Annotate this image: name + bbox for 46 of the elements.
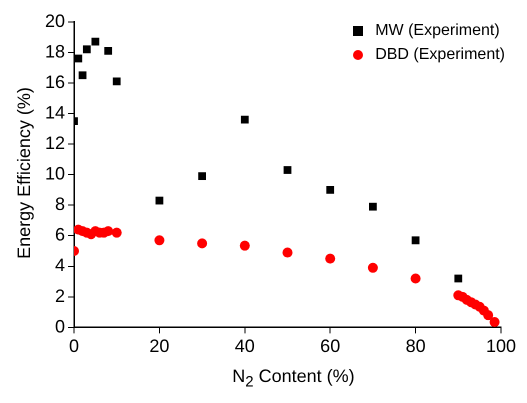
x-tick-label: 0 (69, 336, 80, 356)
x-tick-label: 40 (234, 336, 255, 356)
point (369, 202, 377, 211)
point (325, 254, 336, 264)
x-axis-title: N$_{2}$ Content (%) (231, 366, 356, 391)
y-tick-label: 18 (44, 41, 66, 62)
point (91, 38, 100, 46)
point (74, 54, 82, 62)
point (154, 235, 164, 246)
y-tick-label: 2 (55, 286, 66, 306)
point (197, 238, 208, 248)
point (78, 71, 86, 80)
x-tick-label: 60 (320, 336, 340, 356)
point (326, 186, 334, 194)
point (483, 310, 494, 320)
point (240, 116, 249, 124)
point (454, 274, 462, 282)
point (103, 226, 114, 236)
point (104, 46, 112, 55)
y-tick-label: 14 (44, 102, 66, 122)
point (156, 196, 164, 204)
x-tick-label: 20 (149, 336, 170, 356)
y-axis-title: Energy Efficiency (%) (14, 87, 35, 259)
point (82, 45, 91, 54)
y-tick-label: 20 (44, 10, 66, 31)
y-tick-label: 16 (44, 72, 66, 92)
y-tick-label: 8 (55, 194, 66, 214)
x-tick-label: 100 (486, 336, 516, 356)
x-tick-label: 80 (406, 336, 426, 356)
y-tick-label: 6 (55, 224, 66, 245)
point (410, 274, 421, 284)
point (240, 240, 250, 251)
point (412, 236, 420, 244)
legend-label: DBD (Experiment) (375, 46, 505, 64)
y-tick-label: 10 (44, 164, 66, 184)
point (284, 166, 292, 174)
point (198, 172, 206, 180)
y-tick-label: 0 (55, 316, 66, 336)
y-tick-label: 12 (44, 133, 66, 154)
point (112, 228, 122, 238)
y-tick-label: 4 (55, 255, 66, 276)
point (368, 262, 378, 273)
point (490, 317, 500, 328)
point (282, 248, 293, 258)
legend-label: MW (Experiment) (375, 22, 500, 40)
point (112, 78, 121, 86)
